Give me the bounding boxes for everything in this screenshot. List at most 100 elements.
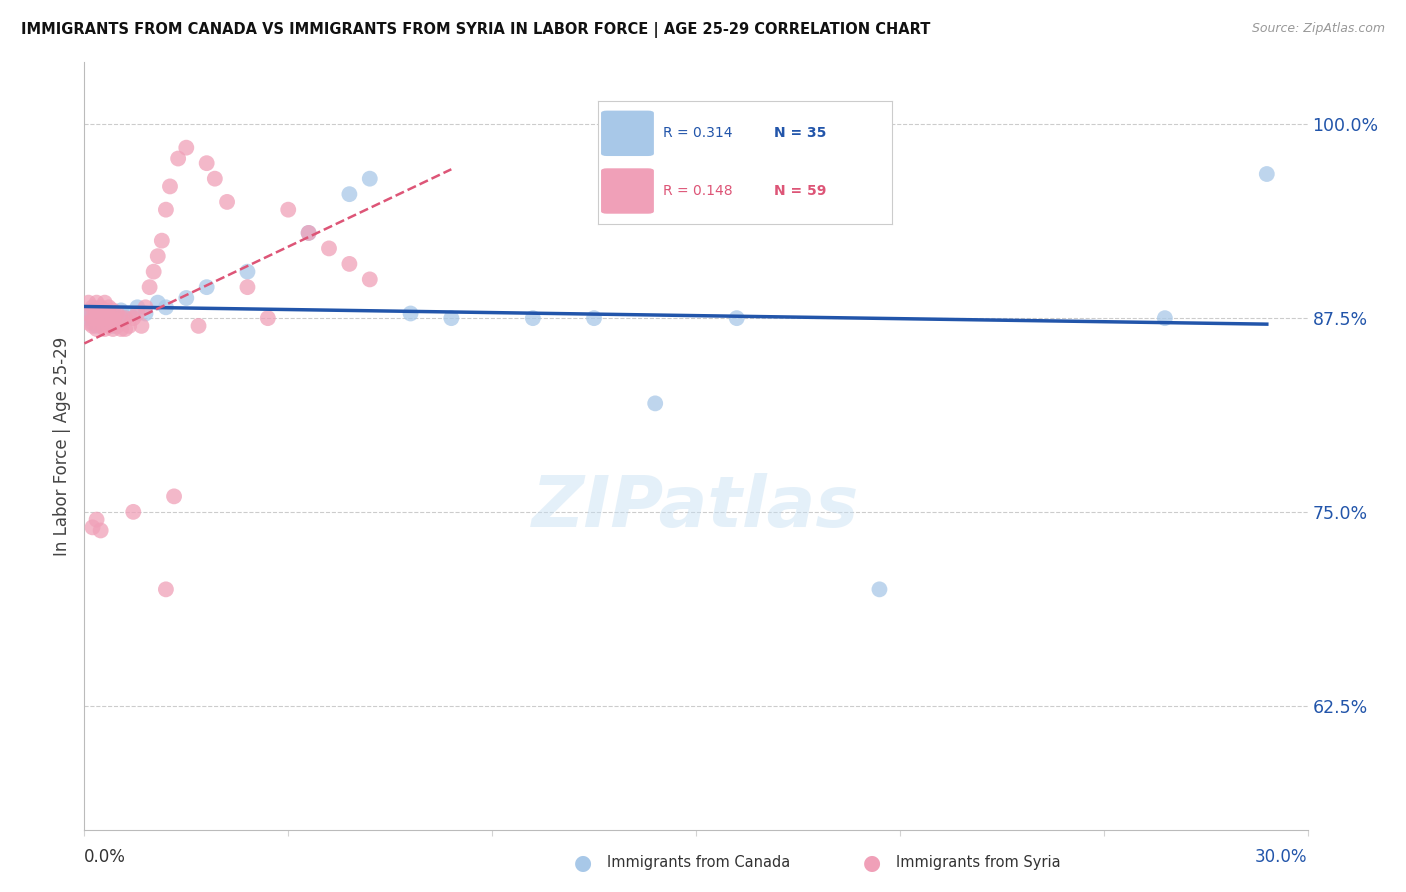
Point <box>77 316 100 330</box>
Point <box>174 141 197 155</box>
Text: Immigrants from Syria: Immigrants from Syria <box>896 855 1060 870</box>
Point <box>77 306 100 320</box>
Point <box>159 179 181 194</box>
Point <box>522 311 544 326</box>
Point <box>1154 311 1177 326</box>
Point <box>127 301 149 315</box>
Point <box>105 306 128 320</box>
Point <box>86 311 108 326</box>
Point <box>77 295 100 310</box>
Point <box>318 241 340 255</box>
Point <box>167 152 190 166</box>
Text: Source: ZipAtlas.com: Source: ZipAtlas.com <box>1251 22 1385 36</box>
Point <box>195 156 218 170</box>
Text: 30.0%: 30.0% <box>1256 848 1308 866</box>
Point <box>339 257 361 271</box>
Point <box>195 280 218 294</box>
Point <box>93 311 115 326</box>
Point <box>86 303 108 318</box>
Point <box>725 311 748 326</box>
Point <box>236 265 259 279</box>
Text: ●: ● <box>863 853 880 872</box>
Point <box>97 318 120 333</box>
Point <box>135 306 157 320</box>
Point <box>110 303 132 318</box>
Point <box>135 301 157 315</box>
Point <box>86 295 108 310</box>
Point <box>131 318 153 333</box>
Point <box>101 318 124 333</box>
Point <box>236 280 259 294</box>
Point <box>86 513 108 527</box>
Point <box>583 311 606 326</box>
Text: ZIPatlas: ZIPatlas <box>533 473 859 541</box>
Point <box>644 396 666 410</box>
Point <box>155 582 177 597</box>
Point <box>257 311 280 326</box>
Point <box>187 318 209 333</box>
Point <box>97 311 120 326</box>
Point <box>163 489 186 503</box>
Point <box>138 280 160 294</box>
Point <box>97 306 120 320</box>
Point <box>90 311 112 326</box>
Point <box>93 295 115 310</box>
Point <box>82 520 104 534</box>
Point <box>93 303 115 318</box>
Point <box>101 311 124 326</box>
Point <box>90 301 112 315</box>
Point <box>114 311 136 326</box>
Point <box>359 272 381 286</box>
Point <box>298 226 321 240</box>
Point <box>105 318 128 333</box>
Point <box>150 234 173 248</box>
Point <box>440 311 463 326</box>
Text: IMMIGRANTS FROM CANADA VS IMMIGRANTS FROM SYRIA IN LABOR FORCE | AGE 25-29 CORRE: IMMIGRANTS FROM CANADA VS IMMIGRANTS FRO… <box>21 22 931 38</box>
Point <box>217 194 239 209</box>
Point <box>122 505 145 519</box>
Point <box>122 311 145 326</box>
Point <box>869 582 891 597</box>
Point <box>118 318 141 333</box>
Point <box>82 303 104 318</box>
Point <box>93 311 115 326</box>
Point <box>90 316 112 330</box>
Point <box>359 171 381 186</box>
Point <box>77 311 100 326</box>
Point <box>298 226 321 240</box>
Point <box>105 311 128 326</box>
Point <box>77 306 100 320</box>
Point <box>204 171 226 186</box>
Y-axis label: In Labor Force | Age 25-29: In Labor Force | Age 25-29 <box>53 336 72 556</box>
Text: 0.0%: 0.0% <box>84 848 127 866</box>
Point <box>110 311 132 326</box>
Point <box>1256 167 1278 181</box>
Point <box>82 316 104 330</box>
Point <box>118 306 141 320</box>
Point <box>101 303 124 318</box>
Point <box>86 318 108 333</box>
Point <box>146 295 169 310</box>
Point <box>127 306 149 320</box>
Point <box>97 301 120 315</box>
Text: Immigrants from Canada: Immigrants from Canada <box>607 855 790 870</box>
Point <box>142 265 165 279</box>
Point <box>90 524 112 538</box>
Point <box>339 187 361 202</box>
Point <box>114 322 136 336</box>
Point <box>399 306 422 320</box>
Point <box>155 301 177 315</box>
Point <box>101 322 124 336</box>
Point <box>174 291 197 305</box>
Point <box>146 249 169 263</box>
Point <box>82 301 104 315</box>
Point <box>101 311 124 326</box>
Point <box>110 322 132 336</box>
Text: ●: ● <box>575 853 592 872</box>
Point <box>82 318 104 333</box>
Point <box>86 311 108 326</box>
Point <box>90 318 112 333</box>
Point <box>93 303 115 318</box>
Point <box>114 311 136 326</box>
Point <box>93 322 115 336</box>
